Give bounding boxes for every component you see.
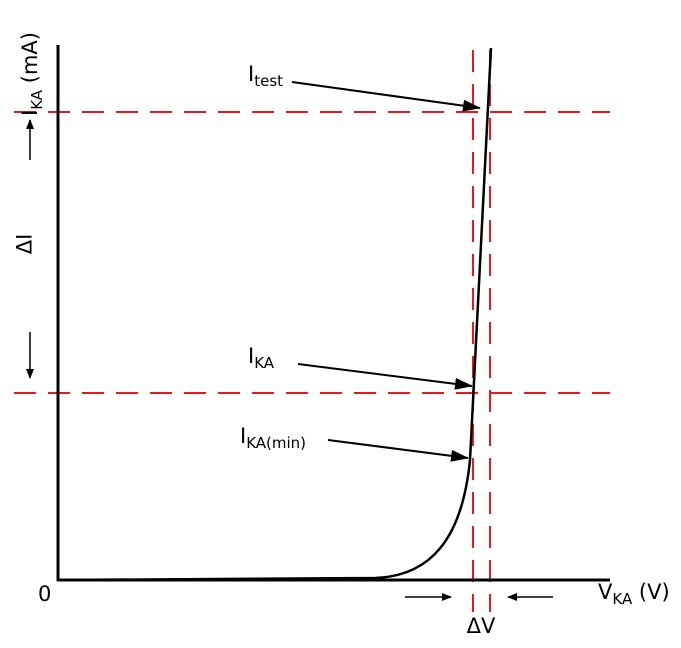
y-axis-label: IKA (mA) <box>18 32 46 116</box>
delta-v-label: ΔV <box>466 614 496 638</box>
ika-label: IKA <box>248 344 275 372</box>
origin-label: 0 <box>38 582 52 606</box>
arrow-ikamin <box>327 439 469 462</box>
itest-label: Itest <box>248 62 284 90</box>
arrow-ika <box>297 363 473 390</box>
ikamin-label: IKA(min) <box>240 424 307 452</box>
arrow-itest <box>291 81 481 112</box>
iv-curve <box>57 47 493 582</box>
delta-i-label: ΔI <box>12 233 37 255</box>
x-axis-label: VKA (V) <box>598 580 670 608</box>
